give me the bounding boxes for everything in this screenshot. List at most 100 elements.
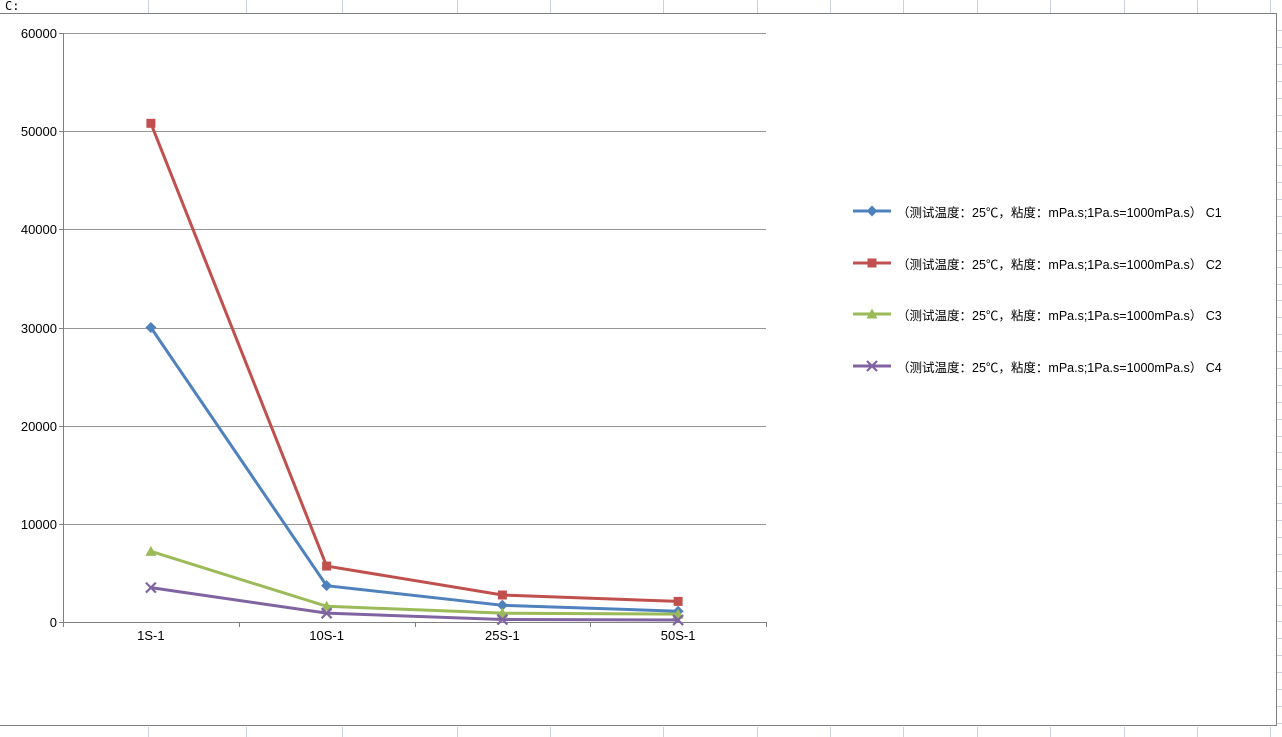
x-category-label: 25S-1 [485, 628, 520, 643]
x-category-label: 50S-1 [661, 628, 696, 643]
row-border [1277, 486, 1282, 487]
column-border [663, 727, 664, 737]
legend-marker-shape [866, 205, 878, 217]
row-border [1277, 131, 1282, 132]
column-border [457, 0, 458, 13]
row-border [1277, 469, 1282, 470]
column-border [550, 0, 551, 13]
row-border [1277, 267, 1282, 268]
row-border [1277, 503, 1282, 504]
row-border [1277, 334, 1282, 335]
row-border [1277, 419, 1282, 420]
legend-item-C3[interactable]: （测试温度：25℃，粘度：mPa.s;1Pa.s=1000mPa.s） C3 [853, 305, 1222, 323]
column-border [246, 727, 247, 737]
series-marker-C1 [496, 599, 508, 611]
spreadsheet-rows-right[interactable] [1277, 13, 1282, 726]
row-border [1277, 436, 1282, 437]
row-border [1277, 655, 1282, 656]
legend-marker-square-icon [853, 258, 891, 268]
series-marker-C4 [320, 607, 333, 619]
series-marker-C1 [321, 580, 333, 592]
row-border [1277, 216, 1282, 217]
column-border [903, 0, 904, 13]
row-border [1277, 537, 1282, 538]
row-border [1277, 368, 1282, 369]
row-border [1277, 520, 1282, 521]
spreadsheet-row-top[interactable]: C: [0, 0, 1282, 13]
column-border [903, 727, 904, 737]
legend-label: （测试温度：25℃，粘度：mPa.s;1Pa.s=1000mPa.s） C1 [897, 205, 1222, 220]
legend-label: （测试温度：25℃，粘度：mPa.s;1Pa.s=1000mPa.s） C3 [897, 308, 1222, 323]
row-border [1277, 98, 1282, 99]
row-border [1277, 723, 1282, 724]
spreadsheet-row-bottom[interactable] [0, 727, 1282, 737]
row-border [1277, 199, 1282, 200]
y-tick-label: 0 [50, 615, 57, 630]
y-tick-label: 40000 [21, 222, 57, 237]
column-border [1270, 727, 1271, 737]
chart-object[interactable]: 0 10000 20000 30000 40000 50000 60000 1S-1 10S-1… [0, 13, 1277, 726]
row-border [1277, 250, 1282, 251]
column-border [342, 0, 343, 13]
column-border [757, 0, 758, 13]
row-border [1277, 638, 1282, 639]
row-border [1277, 554, 1282, 555]
series-marker-C3 [145, 545, 157, 556]
line-chart-canvas: 0 10000 20000 30000 40000 50000 60000 1S-1 10S-1… [21, 26, 767, 643]
legend-marker-diamond-icon [853, 205, 891, 217]
column-border [1124, 0, 1125, 13]
row-border [1277, 385, 1282, 386]
row-border [1277, 233, 1282, 234]
legend-marker-shape [866, 308, 878, 319]
legend-marker-x-icon [853, 360, 891, 372]
column-border [342, 727, 343, 737]
series-line-C3 [150, 549, 679, 616]
series-marker-C4 [496, 613, 509, 626]
series-marker-C2 [673, 596, 683, 606]
row-border [1277, 706, 1282, 707]
legend-item-C2[interactable]: （测试温度：25℃，粘度：mPa.s;1Pa.s=1000mPa.s） C2 [853, 254, 1222, 272]
row-border [1277, 30, 1282, 31]
series-marker-C3 [496, 607, 508, 618]
series-marker-C4 [672, 614, 684, 626]
row-border [1277, 47, 1282, 48]
series-marker-C2 [497, 590, 507, 600]
series-marker-C1 [145, 322, 157, 333]
column-border [757, 727, 758, 737]
legend-label: （测试温度：25℃，粘度：mPa.s;1Pa.s=1000mPa.s） C2 [897, 257, 1222, 272]
row-border [1277, 672, 1282, 673]
series-line-C2 [149, 122, 679, 603]
column-border [830, 727, 831, 737]
y-tick-label: 20000 [21, 419, 57, 434]
row-border [1277, 588, 1282, 589]
legend-item-C4[interactable]: （测试温度：25℃，粘度：mPa.s;1Pa.s=1000mPa.s） C4 [853, 357, 1222, 375]
column-border [1197, 0, 1198, 13]
row-border [1277, 284, 1282, 285]
y-tick-label: 60000 [21, 26, 57, 41]
row-border [1277, 621, 1282, 622]
column-border [1050, 727, 1051, 737]
legend-marker-triangle-icon [853, 308, 891, 319]
column-border [550, 727, 551, 737]
legend-item-C1[interactable]: （测试温度：25℃，粘度：mPa.s;1Pa.s=1000mPa.s） C1 [853, 202, 1222, 220]
y-tick-label: 30000 [21, 321, 57, 336]
column-border [1124, 727, 1125, 737]
legend-marker-shape [866, 360, 878, 372]
series-marker-C2 [146, 118, 156, 128]
series-line-C4 [150, 586, 679, 622]
column-border [1050, 0, 1051, 13]
series-marker-C3 [321, 600, 333, 611]
column-border [148, 0, 149, 13]
column-border [1270, 0, 1271, 13]
row-border [1277, 148, 1282, 149]
row-border [1277, 165, 1282, 166]
column-border [977, 727, 978, 737]
column-border [830, 0, 831, 13]
series-line-C1 [149, 326, 679, 613]
column-border [663, 0, 664, 13]
y-tick-label: 10000 [21, 517, 57, 532]
column-border [457, 727, 458, 737]
row-border [1277, 452, 1282, 453]
row-border [1277, 115, 1282, 116]
row-border [1277, 605, 1282, 606]
